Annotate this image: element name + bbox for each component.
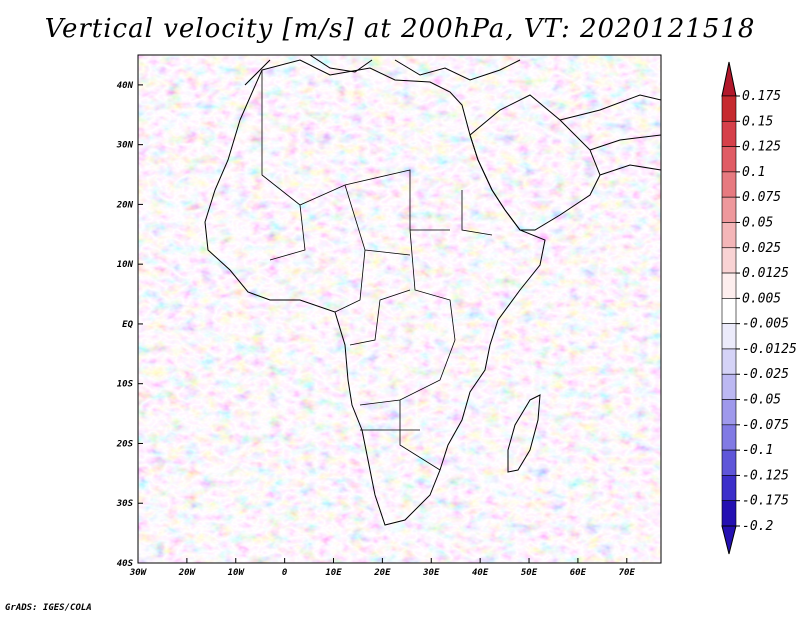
colorbar-label: 0.0125 <box>742 266 789 281</box>
colorbar-label: 0.05 <box>742 215 773 230</box>
colorbar-swatch <box>721 247 737 274</box>
colorbar-swatch <box>721 95 737 122</box>
colorbar-label: 0.1 <box>742 165 765 180</box>
grads-credit: GrADS: IGES/COLA <box>5 603 92 613</box>
colorbar-swatch <box>721 196 737 223</box>
colorbar-swatch <box>721 323 737 350</box>
lat-tick-label: 20S <box>116 439 134 449</box>
colorbar-arrow-top <box>721 61 737 97</box>
colorbar-label: -0.05 <box>742 393 781 408</box>
lon-tick-label: 50E <box>521 568 538 578</box>
colorbar-label: 0.15 <box>742 114 773 129</box>
africa-borders <box>261 70 493 471</box>
colorbar-swatch <box>721 171 737 198</box>
lat-tick-label: 30N <box>116 141 134 151</box>
colorbar-label: -0.1 <box>742 443 773 458</box>
colorbar-arrow-bottom <box>721 525 737 555</box>
madagascar-coastline <box>507 394 541 473</box>
colorbar-swatch <box>721 222 737 249</box>
colorbar-swatch <box>721 348 737 375</box>
colorbar-label: 0.005 <box>742 291 781 306</box>
colorbar-swatch <box>721 146 737 173</box>
lon-tick-label: 70E <box>619 568 636 578</box>
europe-coastline <box>244 55 521 86</box>
colorbar-label: -0.005 <box>742 317 789 332</box>
lon-tick-label: 30W <box>129 568 148 578</box>
colorbar-label: -0.025 <box>742 367 789 382</box>
lon-tick-label: 30E <box>422 568 440 578</box>
colorbar-label: 0.075 <box>742 190 781 205</box>
colorbar-label: -0.0125 <box>742 342 797 357</box>
colorbar-swatch <box>721 373 737 400</box>
lon-tick-label: 20E <box>373 568 391 578</box>
map-frame <box>137 54 662 564</box>
map-title: Vertical velocity [m/s] at 200hPa, VT: 2… <box>44 14 756 44</box>
colorbar-swatch <box>721 298 737 324</box>
arabia-coastline <box>469 94 601 231</box>
colorbar-label: 0.175 <box>742 89 781 104</box>
lon-tick-label: 40E <box>472 568 489 578</box>
colorbar-label: -0.075 <box>742 418 789 433</box>
lat-tick-label: 30S <box>116 499 134 509</box>
lat-tick-label: 10N <box>117 260 134 270</box>
colorbar-label: -0.175 <box>742 494 789 509</box>
lon-tick-labels: 30W 20W 10W 0 10E 20E 30E 40E 50E 60E 70E <box>129 558 636 578</box>
colorbar-label: -0.125 <box>742 468 789 483</box>
colorbar: 0.175 0.15 0.125 0.1 0.075 0.05 0.025 0.0125 0.0… <box>721 61 797 555</box>
colorbar-swatch <box>721 424 737 451</box>
africa-coastline <box>204 59 546 526</box>
lat-tick-label: EQ <box>122 320 133 330</box>
lon-tick-label: 0 <box>282 568 288 578</box>
colorbar-label: 0.025 <box>742 241 781 256</box>
lat-tick-label: 40S <box>117 559 134 569</box>
colorbar-swatch <box>721 500 737 527</box>
colorbar-swatch <box>721 272 737 299</box>
lat-tick-labels: 40N 30N 20N 10N EQ 10S 20S 30S 40S <box>116 81 143 569</box>
lat-tick-label: 20N <box>116 200 134 210</box>
lon-tick-label: 60E <box>570 568 587 578</box>
colorbar-label: -0.2 <box>742 519 773 534</box>
lon-tick-label: 20W <box>178 568 197 578</box>
lat-tick-label: 10S <box>117 380 134 390</box>
asia-borders <box>559 94 661 176</box>
colorbar-swatch <box>721 120 737 147</box>
lat-tick-label: 40N <box>117 81 134 91</box>
colorbar-label: 0.125 <box>742 140 781 155</box>
colorbar-swatch <box>721 475 737 502</box>
coastlines-borders <box>204 55 661 526</box>
lon-tick-label: 10W <box>228 568 246 578</box>
colorbar-swatch <box>721 399 737 426</box>
velocity-field <box>138 55 661 563</box>
colorbar-swatch <box>721 449 737 476</box>
lon-tick-label: 10E <box>325 568 342 578</box>
